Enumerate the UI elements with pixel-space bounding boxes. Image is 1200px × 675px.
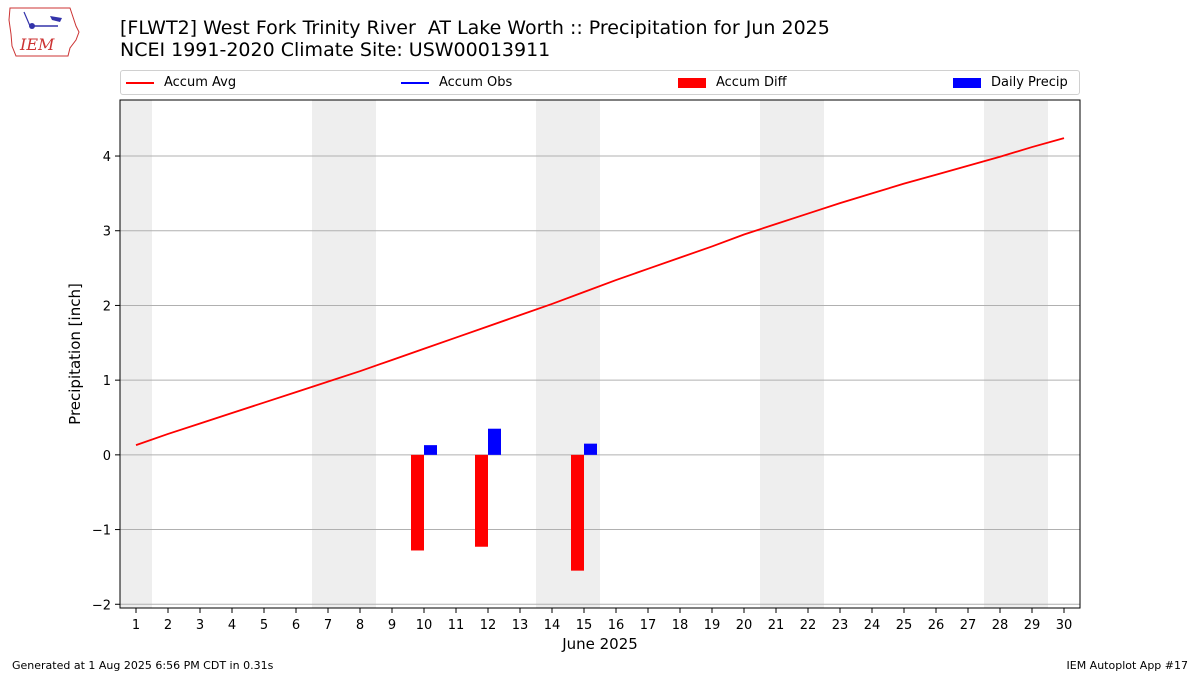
x-tick-label: 5 [260, 618, 268, 633]
accum-diff-bar [571, 454, 584, 571]
x-tick-label: 21 [768, 618, 785, 633]
y-tick-label: 1 [103, 374, 111, 389]
x-tick-label: 8 [356, 618, 364, 633]
y-tick-label: 4 [103, 150, 111, 165]
x-tick-label: 6 [292, 618, 300, 633]
cloud-icon [50, 16, 62, 22]
daily-precip-bar [584, 443, 597, 455]
y-tick-label: 0 [103, 449, 111, 464]
x-tick-label: 3 [196, 618, 204, 633]
weekend-band [760, 100, 824, 608]
x-tick-label: 20 [736, 618, 753, 633]
x-tick-label: 16 [608, 618, 625, 633]
x-axis-label: June 2025 [561, 635, 638, 653]
antenna-icon [23, 11, 31, 27]
x-tick-label: 22 [800, 618, 817, 633]
chart-title: [FLWT2] West Fork Trinity River AT Lake … [120, 17, 830, 39]
legend-label: Accum Diff [716, 75, 787, 90]
plot-frame [119, 99, 1081, 609]
legend-swatch [678, 77, 706, 88]
iem-logo: IEM [8, 7, 80, 57]
y-tick-label: −2 [92, 598, 111, 613]
accum-diff-bar [411, 454, 424, 551]
x-tick-label: 23 [832, 618, 849, 633]
x-tick-label: 29 [1024, 618, 1041, 633]
legend-item-accum-avg: Accum Avg [126, 71, 236, 94]
legend-swatch [126, 81, 154, 84]
x-tick-label: 30 [1056, 618, 1073, 633]
x-tick-label: 2 [164, 618, 172, 633]
x-tick-label: 28 [992, 618, 1009, 633]
x-tick-label: 19 [704, 618, 721, 633]
y-tick-label: 2 [103, 299, 111, 314]
weekend-band [536, 100, 600, 608]
x-tick-label: 15 [576, 618, 593, 633]
legend-label: Daily Precip [991, 75, 1068, 90]
y-tick-label: 3 [103, 225, 111, 240]
legend-label: Accum Avg [164, 75, 237, 90]
x-tick-label: 14 [544, 618, 561, 633]
daily-precip-bar [488, 428, 501, 455]
iowa-outline-icon [8, 7, 80, 57]
x-tick-label: 7 [324, 618, 332, 633]
x-tick-label: 9 [388, 618, 396, 633]
y-tick-label: −1 [92, 524, 111, 539]
x-tick-label: 25 [896, 618, 913, 633]
legend: Accum Avg Accum Obs Accum Diff Daily Pre… [120, 70, 1080, 95]
logo-text: IEM [19, 35, 55, 54]
weekend-band [120, 100, 152, 608]
daily-precip-bar [424, 445, 437, 455]
legend-item-daily-precip: Daily Precip [953, 71, 1068, 94]
x-tick-label: 4 [228, 618, 236, 633]
x-tick-label: 27 [960, 618, 977, 633]
accum-diff-bar [475, 454, 488, 547]
legend-label: Accum Obs [439, 75, 513, 90]
x-tick-label: 26 [928, 618, 945, 633]
legend-swatch [953, 77, 981, 88]
x-tick-label: 18 [672, 618, 689, 633]
accum-avg-line [135, 137, 1065, 446]
x-tick-label: 13 [512, 618, 529, 633]
footer-generated: Generated at 1 Aug 2025 6:56 PM CDT in 0… [12, 659, 274, 672]
footer-app: IEM Autoplot App #17 [1066, 659, 1189, 672]
x-tick-label: 12 [480, 618, 497, 633]
chart-subtitle: NCEI 1991-2020 Climate Site: USW00013911 [120, 39, 551, 61]
x-tick-label: 1 [132, 618, 140, 633]
x-tick-label: 24 [864, 618, 881, 633]
legend-swatch [401, 81, 429, 84]
legend-item-accum-obs: Accum Obs [401, 71, 512, 94]
y-axis-label: Precipitation [inch] [66, 283, 84, 425]
x-tick-label: 10 [416, 618, 433, 633]
weekend-band [312, 100, 376, 608]
legend-item-accum-diff: Accum Diff [678, 71, 787, 94]
x-tick-label: 17 [640, 618, 657, 633]
x-tick-label: 11 [448, 618, 465, 633]
weekend-band [984, 100, 1048, 608]
